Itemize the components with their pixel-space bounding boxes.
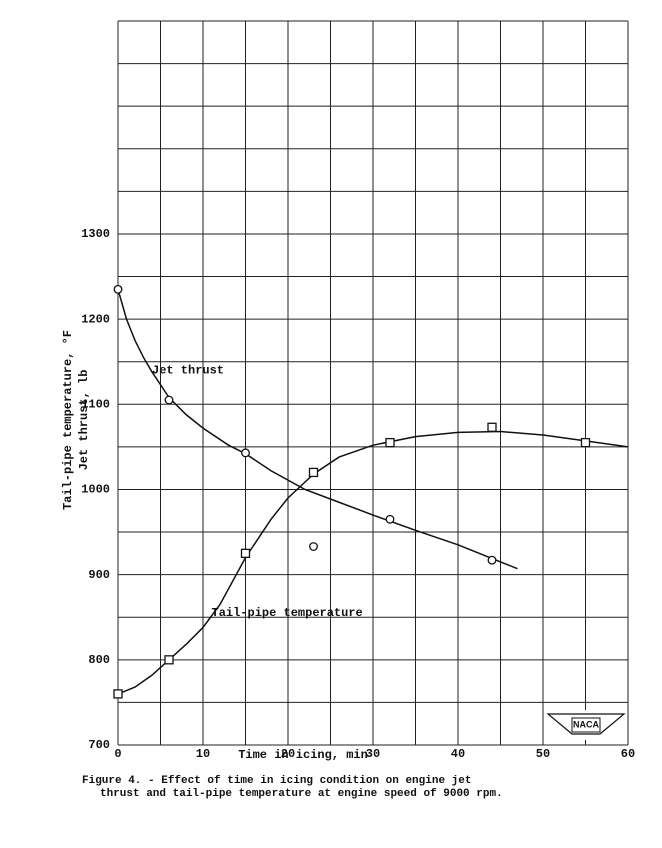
data-point bbox=[385, 514, 395, 524]
data-point bbox=[487, 555, 497, 565]
data-point bbox=[385, 437, 395, 448]
y-tick-label: 1100 bbox=[81, 397, 110, 411]
logo-text: NACA bbox=[573, 719, 599, 729]
y-tick-label: 700 bbox=[88, 738, 110, 752]
annotation: Jet thrust bbox=[152, 363, 224, 377]
x-tick-label: 10 bbox=[196, 747, 210, 761]
data-point bbox=[164, 395, 174, 405]
data-point bbox=[308, 467, 319, 478]
y-tick-label: 1000 bbox=[81, 483, 110, 497]
x-axis-label: Time in icing, min bbox=[238, 748, 368, 762]
data-point bbox=[240, 548, 251, 559]
data-point bbox=[580, 437, 591, 448]
x-tick-label: 30 bbox=[366, 747, 380, 761]
caption: Figure 4. - Effect of time in icing cond… bbox=[82, 775, 471, 787]
logo: NACA bbox=[545, 710, 627, 740]
data-point bbox=[164, 655, 174, 665]
caption: thrust and tail-pipe temperature at engi… bbox=[100, 788, 503, 800]
y-axis-label: Tail-pipe temperature, °F bbox=[61, 330, 75, 510]
x-tick-label: 60 bbox=[621, 747, 635, 761]
data-point bbox=[309, 542, 318, 551]
y-tick-label: 900 bbox=[88, 568, 110, 582]
data-point bbox=[487, 422, 497, 432]
data-point bbox=[113, 284, 123, 294]
annotation: Tail-pipe temperature bbox=[212, 606, 363, 620]
y-tick-label: 1200 bbox=[81, 312, 110, 326]
x-tick-label: 50 bbox=[536, 747, 550, 761]
y-axis-label: Jet thrust, lb bbox=[77, 370, 91, 471]
data-point bbox=[241, 448, 250, 458]
x-tick-label: 0 bbox=[114, 747, 121, 761]
y-tick-label: 800 bbox=[88, 653, 110, 667]
data-point bbox=[113, 689, 123, 699]
x-tick-label: 40 bbox=[451, 747, 465, 761]
x-tick-label: 20 bbox=[281, 747, 295, 761]
y-tick-label: 1300 bbox=[81, 227, 110, 241]
